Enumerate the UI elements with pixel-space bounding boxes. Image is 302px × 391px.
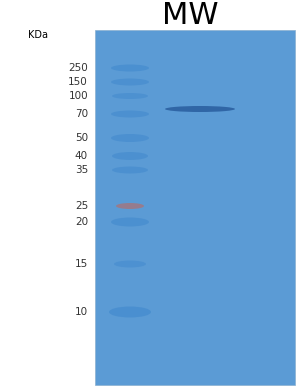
Bar bbox=[95, 30, 295, 385]
Ellipse shape bbox=[111, 79, 149, 86]
Ellipse shape bbox=[112, 167, 148, 174]
Text: 250: 250 bbox=[68, 63, 88, 73]
Text: 70: 70 bbox=[75, 109, 88, 119]
Text: 25: 25 bbox=[75, 201, 88, 211]
Ellipse shape bbox=[111, 111, 149, 118]
Ellipse shape bbox=[112, 93, 148, 99]
Text: 35: 35 bbox=[75, 165, 88, 175]
Ellipse shape bbox=[165, 106, 235, 112]
Text: 50: 50 bbox=[75, 133, 88, 143]
Ellipse shape bbox=[116, 203, 144, 209]
Text: 100: 100 bbox=[68, 91, 88, 101]
Ellipse shape bbox=[111, 65, 149, 72]
Text: MW: MW bbox=[162, 2, 218, 30]
Text: 150: 150 bbox=[68, 77, 88, 87]
Ellipse shape bbox=[112, 152, 148, 160]
Ellipse shape bbox=[111, 134, 149, 142]
Text: 15: 15 bbox=[75, 259, 88, 269]
Text: 40: 40 bbox=[75, 151, 88, 161]
Text: 10: 10 bbox=[75, 307, 88, 317]
Ellipse shape bbox=[109, 307, 151, 317]
Ellipse shape bbox=[114, 260, 146, 267]
Ellipse shape bbox=[111, 217, 149, 226]
Text: 20: 20 bbox=[75, 217, 88, 227]
Text: KDa: KDa bbox=[28, 30, 48, 40]
